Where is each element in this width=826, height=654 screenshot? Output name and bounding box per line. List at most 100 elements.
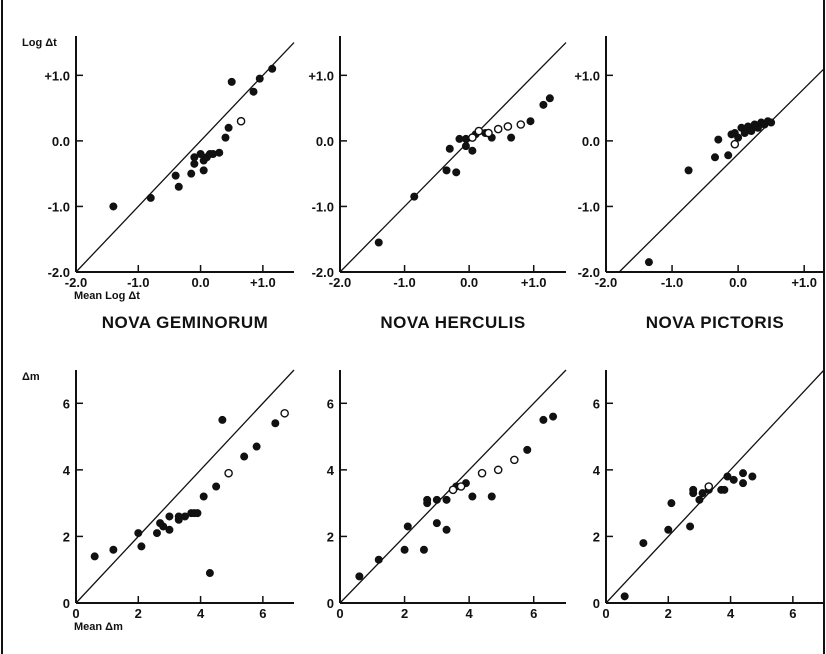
data-point bbox=[165, 512, 174, 521]
data-point bbox=[714, 135, 723, 144]
x-tick-label: 0 bbox=[602, 606, 609, 621]
chart-panel-5: 0 2 4 6 0 2 4 6 bbox=[327, 369, 567, 621]
data-point bbox=[190, 153, 199, 162]
y-tick-label: 0.0 bbox=[316, 134, 334, 149]
data-point bbox=[374, 238, 383, 247]
reference-line bbox=[339, 42, 567, 273]
data-point bbox=[109, 202, 118, 211]
x-tick-label: +1.0 bbox=[521, 275, 547, 290]
data-point bbox=[620, 592, 629, 601]
y-tick-label: -1.0 bbox=[578, 199, 600, 214]
data-point bbox=[539, 100, 548, 109]
y-tick-label: -2.0 bbox=[48, 265, 70, 280]
data-point bbox=[452, 168, 461, 177]
open-data-point bbox=[448, 485, 458, 495]
data-point bbox=[190, 159, 199, 168]
data-point bbox=[747, 127, 756, 136]
x-tick-label: -2.0 bbox=[65, 275, 87, 290]
y-tick-label: -1.0 bbox=[48, 199, 70, 214]
data-point bbox=[199, 492, 208, 501]
y-tick-label: 0.0 bbox=[582, 134, 600, 149]
data-point bbox=[215, 148, 224, 157]
y-tick-label: +1.0 bbox=[44, 68, 70, 83]
x-tick-label: 2 bbox=[135, 606, 142, 621]
data-point bbox=[205, 569, 214, 578]
open-data-point bbox=[510, 455, 519, 465]
data-point bbox=[221, 133, 230, 142]
data-point bbox=[523, 445, 532, 454]
data-point bbox=[689, 485, 698, 494]
data-point bbox=[374, 555, 383, 564]
data-point bbox=[174, 182, 183, 191]
chart-panel-1: -2.0 -1.0 0.0 +1.0 -2.0 -1.0 0.0 +1.0 Log Δt Mean… bbox=[22, 36, 295, 332]
x-tick-label: 0.0 bbox=[729, 275, 747, 290]
y-tick-label: -2.0 bbox=[578, 265, 600, 280]
data-point bbox=[545, 94, 554, 103]
data-point bbox=[268, 64, 277, 73]
x-tick-label: 6 bbox=[530, 606, 537, 621]
y-tick-label: 0 bbox=[593, 596, 600, 611]
data-point bbox=[724, 151, 733, 160]
data-point bbox=[218, 415, 227, 424]
data-point bbox=[711, 153, 720, 162]
y-tick-label: 2 bbox=[327, 529, 334, 544]
data-point bbox=[171, 171, 180, 180]
x-tick-label: -1.0 bbox=[393, 275, 415, 290]
y-tick-label: 6 bbox=[327, 396, 334, 411]
data-point bbox=[249, 87, 258, 96]
x-tick-label: 0 bbox=[336, 606, 343, 621]
x-tick-label: 0.0 bbox=[460, 275, 478, 290]
data-point bbox=[639, 539, 648, 548]
x-tick-label: 0 bbox=[72, 606, 79, 621]
open-data-point bbox=[468, 133, 477, 142]
data-point bbox=[442, 166, 451, 175]
data-point bbox=[224, 123, 233, 132]
y-tick-label: 6 bbox=[63, 396, 70, 411]
chart-panel-2: -2.0 -1.0 0.0 +1.0 -2.0 -1.0 0.0 +1.0 NOVA HERCU… bbox=[308, 36, 567, 332]
data-point bbox=[507, 133, 516, 142]
open-data-point bbox=[280, 408, 289, 418]
open-data-point bbox=[484, 128, 493, 138]
y-tick-label: -2.0 bbox=[312, 265, 334, 280]
data-point bbox=[423, 495, 432, 504]
data-point bbox=[255, 74, 264, 83]
data-point bbox=[400, 545, 409, 554]
data-point bbox=[355, 572, 364, 581]
data-point bbox=[468, 146, 477, 155]
reference-line bbox=[605, 369, 825, 604]
data-point bbox=[146, 193, 155, 202]
x-tick-label: 4 bbox=[197, 606, 205, 621]
data-point bbox=[165, 525, 174, 534]
data-point bbox=[461, 142, 470, 151]
data-point bbox=[549, 412, 558, 421]
open-data-point bbox=[503, 122, 513, 131]
open-data-point bbox=[474, 126, 484, 136]
y-tick-label: +1.0 bbox=[574, 68, 600, 83]
chart-panel-4: 0 2 4 6 0 2 4 6 Δm Mean Δm bbox=[22, 369, 295, 633]
y-tick-label: 2 bbox=[63, 529, 70, 544]
data-point bbox=[748, 472, 757, 481]
data-point bbox=[539, 415, 548, 424]
chart-panel-3: -2.0 -1.0 0.0 +1.0 -2.0 -1.0 0.0 +1.0 NOVA PICTO… bbox=[574, 36, 825, 332]
open-data-point bbox=[493, 124, 503, 134]
data-point bbox=[90, 552, 99, 561]
y-tick-label: 4 bbox=[327, 463, 335, 478]
y-tick-label: 4 bbox=[593, 463, 601, 478]
data-point bbox=[767, 118, 776, 127]
nova-name-label: NOVA HERCULIS bbox=[380, 313, 525, 332]
y-axis-label: Log Δt bbox=[22, 37, 57, 49]
open-data-point bbox=[236, 116, 246, 126]
y-tick-label: +1.0 bbox=[308, 68, 334, 83]
x-tick-label: 6 bbox=[789, 606, 796, 621]
data-point bbox=[159, 522, 168, 531]
data-point bbox=[740, 129, 749, 138]
data-point bbox=[698, 489, 707, 498]
x-tick-label: 4 bbox=[466, 606, 474, 621]
data-point bbox=[410, 192, 419, 201]
data-point bbox=[196, 149, 205, 158]
open-data-point bbox=[516, 120, 526, 129]
data-point bbox=[419, 545, 428, 554]
x-axis-label: Mean Log Δt bbox=[74, 290, 140, 302]
data-point bbox=[152, 529, 161, 538]
open-data-point bbox=[224, 468, 233, 478]
